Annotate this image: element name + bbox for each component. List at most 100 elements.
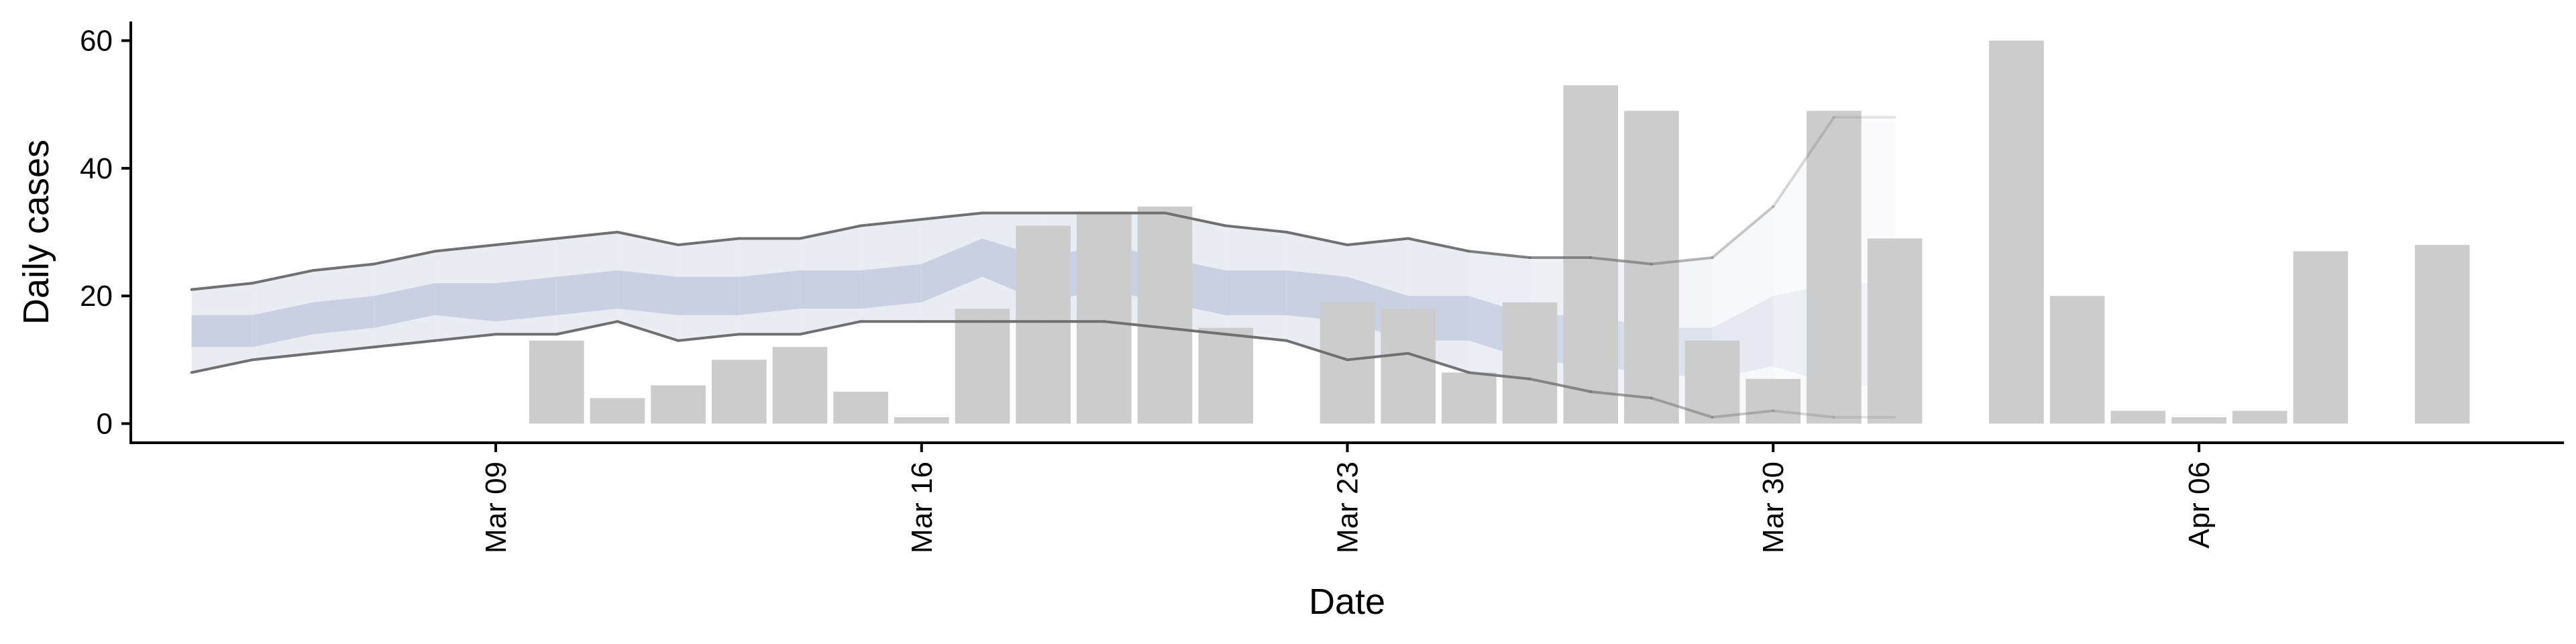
y-axis-title: Daily cases [16, 140, 56, 325]
bar [590, 398, 645, 424]
inner-band-segment [435, 283, 496, 322]
bar [1016, 225, 1071, 424]
bar [1381, 309, 1436, 424]
lower-bound-line-segment [1772, 409, 1835, 419]
inner-band-segment [861, 264, 922, 309]
lower-bound-line-segment [1528, 377, 1593, 393]
lower-bound-line-segment [616, 320, 680, 342]
upper-bound-line-segment [1285, 231, 1349, 247]
inner-band-segment [496, 276, 557, 322]
lower-bound-line-segment [1224, 333, 1288, 342]
bar [529, 340, 584, 424]
lower-bound-line-segment [251, 352, 315, 362]
bar [1137, 206, 1193, 424]
bar [833, 391, 888, 424]
bar [2232, 411, 2288, 424]
lower-bound-line-segment [1407, 352, 1470, 374]
bar [955, 309, 1010, 424]
inner-band-segment [191, 315, 253, 347]
lower-bound-line-segment [190, 358, 254, 374]
bar [1320, 302, 1375, 424]
bar [772, 347, 828, 424]
lower-bound-line-segment [372, 339, 437, 349]
lower-bound-line-segment [433, 333, 498, 342]
inner-band-segment [678, 276, 739, 315]
upper-bound-line-segment [1650, 256, 1714, 266]
bar [1563, 85, 1619, 424]
x-tick-label: Mar 09 [480, 462, 513, 553]
bar [2171, 417, 2226, 424]
upper-bound-line-segment [677, 237, 741, 247]
x-ticks: Mar 09 Mar 16 Mar 23 Mar 30 Apr 06 [480, 443, 2216, 553]
upper-bound-line-segment [1467, 250, 1532, 260]
lower-bound-line-segment [1346, 352, 1410, 362]
bar [651, 385, 706, 424]
bar [2414, 245, 2470, 424]
bar [1989, 40, 2044, 424]
bar [2049, 296, 2105, 424]
bar [1076, 213, 1132, 424]
bar [1442, 372, 1497, 424]
lower-bound-line-segment [312, 345, 376, 355]
bar [2293, 251, 2349, 424]
lower-bound-line-segment [1589, 390, 1653, 400]
upper-bound-line-segment [1346, 237, 1410, 247]
bar [1502, 302, 1558, 424]
y-tick-label: 20 [80, 280, 113, 313]
lower-bound-line-segment [1285, 339, 1349, 362]
upper-bound-line-segment [859, 217, 923, 227]
inner-band-segment [252, 302, 314, 347]
inner-band-segment [739, 270, 800, 315]
bar [711, 360, 767, 424]
y-tick-label: 60 [80, 25, 113, 58]
bar [1746, 378, 1801, 424]
lower-bound-line-segment [1467, 371, 1532, 380]
bar-series [529, 40, 2470, 424]
upper-bound-line-segment [555, 231, 619, 240]
upper-bound-line-segment [433, 244, 498, 253]
lower-bound-line-segment [555, 320, 619, 336]
upper-bound-line-segment [1772, 115, 1835, 208]
lower-bound-line-segment [798, 320, 863, 336]
upper-bound-line-segment [1711, 205, 1775, 260]
bar [1867, 238, 1923, 424]
upper-bound-line-segment [1407, 237, 1470, 253]
upper-bound-line-segment [1224, 224, 1288, 233]
x-tick-label: Mar 30 [1757, 462, 1790, 553]
upper-bound-line-segment [1163, 211, 1228, 227]
inner-band-segment [556, 270, 618, 315]
inner-band-segment [313, 296, 374, 335]
upper-bound-line-segment [372, 250, 437, 266]
inner-band-segment [800, 270, 861, 309]
bar [894, 417, 949, 424]
y-tick-label: 0 [97, 407, 113, 440]
lower-bound-line-segment [1102, 320, 1167, 329]
inner-band-segment [374, 283, 435, 328]
bar [1198, 327, 1253, 424]
x-axis-title: Date [1309, 582, 1385, 622]
x-tick-label: Mar 16 [906, 462, 938, 553]
y-tick-label: 40 [80, 152, 113, 185]
x-tick-label: Apr 06 [2183, 462, 2216, 549]
inner-band-segment [617, 270, 679, 315]
upper-bound-line-segment [251, 269, 315, 285]
upper-bound-line-segment [494, 237, 558, 247]
lower-bound-line-segment [1650, 396, 1714, 419]
y-ticks: 0 20 40 60 [80, 25, 131, 440]
estimate-bound-lines [190, 115, 1896, 419]
upper-bound-line-segment [616, 231, 680, 247]
bar [1807, 111, 1862, 424]
upper-bound-line-segment [312, 262, 376, 272]
lower-bound-line-segment [1711, 409, 1775, 419]
bar [2110, 411, 2166, 424]
bar [1684, 340, 1740, 424]
bar [1624, 111, 1679, 424]
upper-bound-line-segment [190, 282, 254, 291]
upper-bound-line-segment [798, 224, 863, 240]
x-tick-label: Mar 23 [1332, 462, 1364, 553]
inner-band-segment [1226, 270, 1287, 315]
lower-bound-line-segment [1163, 326, 1228, 336]
upper-bound-line-segment [1589, 256, 1653, 266]
lower-bound-line-segment [677, 333, 741, 342]
